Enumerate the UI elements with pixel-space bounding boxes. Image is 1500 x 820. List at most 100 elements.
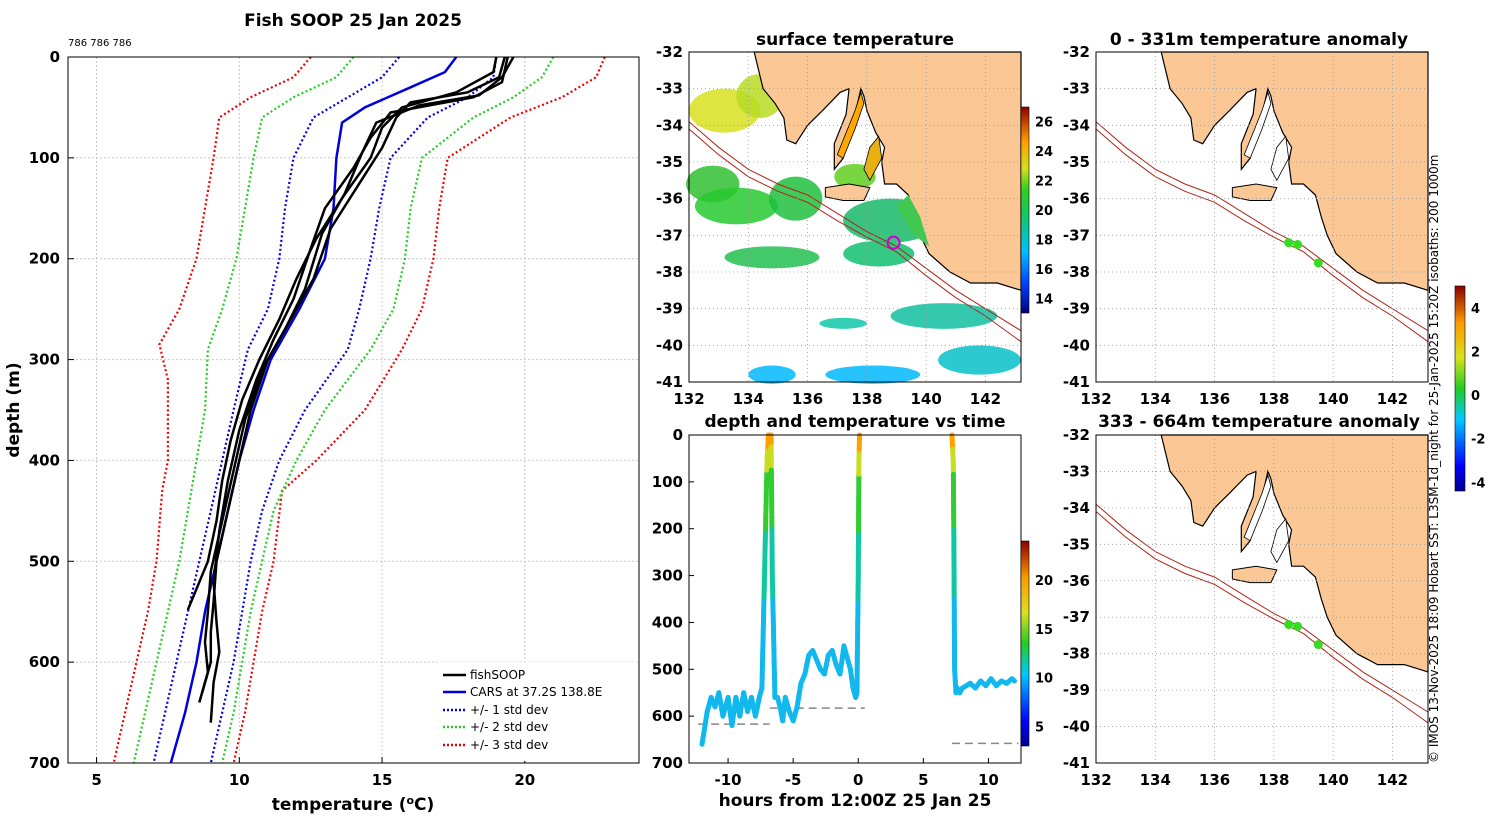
map-y-tick-label: -39 — [1063, 300, 1090, 318]
map-x-tick-label: 134 — [1140, 771, 1171, 789]
temperature-colorbar-tick: 10 — [1035, 672, 1053, 687]
kangaroo-island — [1231, 183, 1278, 201]
depth-time-y-tick-label: 400 — [652, 613, 683, 631]
temperature-colorbar-tick: 15 — [1035, 623, 1053, 638]
sst-patch — [769, 176, 823, 221]
profile-xlabel-main: temperature ( — [272, 795, 407, 815]
map-y-tick-label: -33 — [656, 80, 683, 98]
land — [753, 51, 1022, 292]
std-line-upper — [232, 56, 606, 764]
profile-lines — [112, 56, 606, 764]
depth-time-x-tick-label: 0 — [853, 771, 863, 789]
depth-time-y-tick-label: 300 — [652, 567, 683, 585]
coastal-sst — [896, 195, 930, 247]
anomaly-colorbar-tick: 2 — [1471, 345, 1480, 360]
map-x-tick-label: 140 — [910, 390, 941, 408]
map-y-tick-label: -38 — [1063, 263, 1090, 281]
map-y-tick-label: -39 — [656, 300, 683, 318]
anomaly-colorbar-tick: 0 — [1471, 389, 1480, 404]
isobath-line — [1095, 511, 1429, 724]
map-y-tick-label: -34 — [1063, 116, 1090, 134]
gulf-st-vincent-water — [1270, 135, 1290, 182]
fishsoop-cast-line — [200, 56, 507, 693]
gulf-water — [1243, 473, 1272, 542]
anomaly-colorbar-tick: 4 — [1471, 302, 1480, 317]
profile-xlabel-sup: o — [406, 794, 414, 807]
y-tick-label: 300 — [29, 351, 60, 369]
map-y-tick-label: -41 — [1063, 373, 1090, 391]
anomaly-upper-panel: 0 - 331m temperature anomaly 132 134 136 13… — [1063, 30, 1429, 408]
map-x-tick-label: 142 — [1377, 390, 1408, 408]
map-y-tick-label: -33 — [1063, 80, 1090, 98]
temperature-colorbar — [1020, 540, 1030, 747]
depth-time-y-tick-label: 700 — [652, 754, 683, 772]
sst-colorbar-tick: 14 — [1035, 292, 1053, 307]
std-line-upper — [221, 56, 555, 764]
sst-patch — [819, 317, 867, 329]
anomaly-point — [1284, 620, 1294, 630]
track-segment — [1009, 676, 1017, 684]
map-frame — [1095, 51, 1429, 383]
map-x-tick-label: 136 — [1199, 771, 1230, 789]
anomaly-upper-body: 132 134 136 138 140 142 -32 -33 -34 -35 -36 -37 -38 -… — [1063, 43, 1429, 408]
anomaly-lower-panel: 333 - 664m temperature anomaly 132 134 136… — [1063, 285, 1485, 789]
map-x-tick-label: 132 — [1080, 771, 1111, 789]
map-y-tick-label: -38 — [656, 263, 683, 281]
sst-patch — [694, 187, 778, 225]
isobath-line — [688, 121, 1022, 332]
sst-patch — [938, 345, 1021, 375]
depth-time-y-tick-label: 0 — [673, 426, 683, 444]
kangaroo-island — [1231, 565, 1278, 584]
map-x-tick-label: 142 — [970, 390, 1001, 408]
legend-label-1std: +/- 1 std dev — [470, 703, 548, 717]
depth-time-x-tick-label: 10 — [978, 771, 999, 789]
sst-colorbar-tick: 26 — [1035, 116, 1053, 131]
std-line-lower — [152, 56, 401, 764]
sst-patch — [825, 365, 921, 384]
map-y-tick-label: -41 — [656, 373, 683, 391]
map-x-tick-label: 134 — [733, 390, 764, 408]
anomaly-colorbar-tick: -4 — [1471, 476, 1485, 491]
gulf-st-vincent-water — [1270, 517, 1290, 564]
map-y-tick-label: -36 — [656, 190, 683, 208]
land — [1160, 434, 1429, 673]
profile-grid — [68, 56, 639, 764]
sst-map-panel: surface temperature 132 134 136 138 140 142 -3… — [656, 30, 1053, 408]
sst-patch — [724, 246, 820, 269]
depth-time-x-tick-label: -10 — [715, 771, 742, 789]
depth-time-x-tick-label: 5 — [918, 771, 928, 789]
x-tick-label: 20 — [514, 771, 535, 789]
map-x-tick-label: 140 — [1317, 390, 1348, 408]
map-x-tick-label: 134 — [1140, 390, 1171, 408]
isobath-line — [1095, 128, 1429, 343]
depth-time-x-tick-label: -5 — [785, 771, 802, 789]
anomaly-upper-title: 0 - 331m temperature anomaly — [1110, 30, 1408, 50]
legend-label-3std: +/- 3 std dev — [470, 738, 548, 752]
anomaly-lower-title: 333 - 664m temperature anomaly — [1098, 412, 1420, 432]
map-x-tick-label: 136 — [792, 390, 823, 408]
map-y-tick-label: -34 — [656, 116, 683, 134]
temperature-colorbar-tick: 20 — [1035, 574, 1053, 589]
map-y-tick-label: -33 — [1063, 462, 1090, 480]
profile-panel: Fish SOOP 25 Jan 2025 786 786 786 5 10 15 2… — [4, 11, 640, 815]
map-x-tick-label: 140 — [1317, 771, 1348, 789]
legend-label-cars: CARS at 37.2S 138.8E — [470, 685, 602, 699]
anomaly-point — [1313, 640, 1323, 650]
map-y-tick-label: -37 — [1063, 608, 1090, 626]
sst-patch — [843, 240, 915, 267]
sst-patch — [890, 303, 998, 329]
depth-time-y-tick-label: 500 — [652, 660, 683, 678]
sst-map-body: 132 134 136 138 140 142 -32 -33 -34 -35 -36 -37 -38 -… — [656, 43, 1053, 408]
legend-box — [437, 662, 637, 761]
map-y-tick-label: -40 — [1063, 718, 1090, 736]
map-y-tick-label: -32 — [656, 43, 683, 61]
std-line-lower — [112, 56, 312, 764]
kangaroo-island — [824, 183, 871, 201]
depth-time-title: depth and temperature vs time — [705, 412, 1006, 432]
sst-colorbar-tick: 18 — [1035, 233, 1053, 248]
fishsoop-cast-line — [186, 56, 498, 611]
isobath-line — [1095, 121, 1429, 332]
map-y-tick-label: -40 — [656, 336, 683, 354]
